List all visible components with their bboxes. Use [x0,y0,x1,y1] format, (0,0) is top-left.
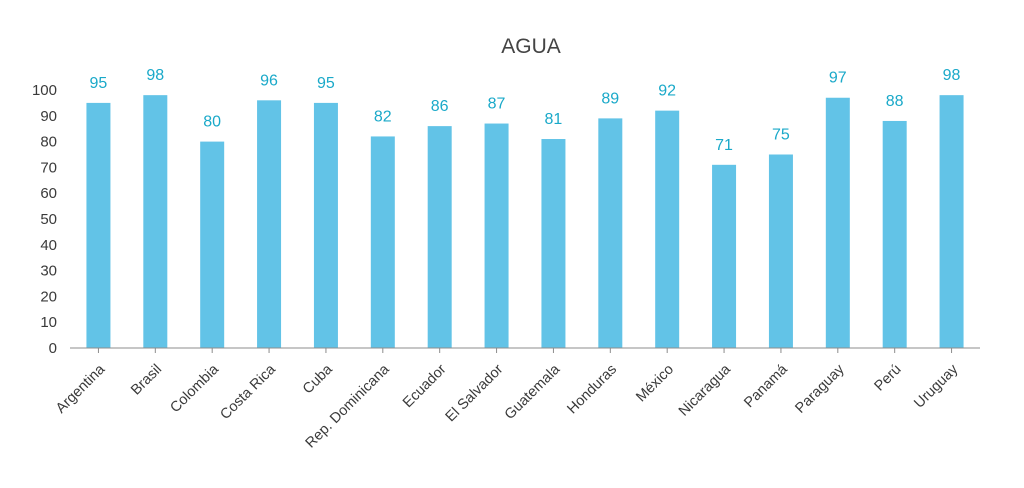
x-tick-label: Brasil [128,362,165,399]
data-label: 95 [90,75,108,92]
data-label: 97 [829,70,847,87]
bar [427,126,452,349]
data-label: 75 [772,127,790,144]
bar [541,139,566,348]
data-label: 92 [658,83,676,100]
data-label: 98 [146,67,164,84]
data-label: 82 [374,108,392,125]
y-tick-label: 70 [40,159,57,176]
data-labels: 95 98 80 96 95 82 86 87 81 89 92 71 75 97 88 98 [90,67,961,154]
data-label: 87 [488,96,506,113]
x-tick-label: Costa Rica [217,361,279,423]
bar [939,95,964,348]
x-tick-label: Guatemala [502,361,564,423]
x-tick-label: Paraguay [792,361,848,417]
x-tick-label: Perú [872,362,905,395]
data-label: 86 [431,98,449,115]
bar [257,100,282,348]
x-tick-label: Colombia [167,361,222,416]
bar [712,164,737,348]
y-tick-label: 50 [40,211,57,228]
y-tick-label: 60 [40,185,57,202]
bar [825,97,850,349]
bar [882,120,907,349]
bar [86,102,111,349]
y-tick-label: 90 [40,108,57,125]
bar [370,136,395,348]
data-label: 89 [601,90,619,107]
y-tick-label: 100 [32,82,57,99]
x-tick-label: Ecuador [400,361,450,411]
data-label: 81 [545,111,563,128]
data-label: 88 [886,93,904,110]
y-tick-label: 80 [40,134,57,151]
x-tick-label: Cuba [300,361,336,397]
chart-title: AGUA [501,35,561,58]
x-tick-label: México [633,362,677,406]
y-tick-label: 10 [40,314,57,331]
bar [484,123,509,348]
x-tick-label: El Salvador [443,361,507,425]
bar [655,110,680,348]
bars [86,95,964,349]
x-tick-label: Honduras [564,362,620,418]
y-tick-label: 40 [40,237,57,254]
data-label: 80 [203,114,221,131]
x-tick-label: Uruguay [911,361,962,412]
x-tick-label: Nicaragua [676,361,735,420]
y-tick-label: 20 [40,288,57,305]
bar [768,154,793,348]
data-label: 96 [260,72,278,89]
y-tick-label: 30 [40,263,57,280]
bar [598,118,623,348]
data-label: 71 [715,137,733,154]
bar [313,102,338,349]
x-tick-label: Argentina [53,361,109,417]
data-label: 95 [317,75,335,92]
y-axis: 0 10 20 30 40 50 60 70 80 90 100 [32,82,57,357]
bar [143,95,168,348]
y-tick-label: 0 [49,340,57,357]
data-label: 98 [943,67,961,84]
x-tick-label: Panamá [741,361,791,411]
bar [200,141,225,348]
